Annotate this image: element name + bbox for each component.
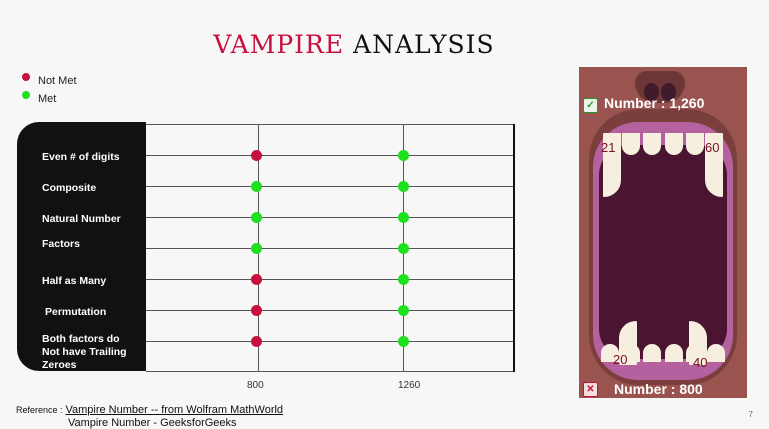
status-dot-not-met [251, 305, 262, 316]
legend: Not Met Met [22, 72, 77, 108]
status-dot-met [398, 181, 409, 192]
status-dot-met [251, 212, 262, 223]
criteria-label: Even # of digits [42, 151, 120, 163]
nose [635, 71, 685, 103]
status-dot-met [398, 243, 409, 254]
criteria-label: Both factors do Not have Trailing Zeroes [42, 333, 127, 371]
grid-line [146, 279, 514, 280]
status-dot-not-met [251, 274, 262, 285]
cross-icon: ✕ [583, 382, 598, 397]
grid-line [146, 310, 514, 311]
number-800-title: Number : 800 [614, 381, 703, 397]
criteria-label: Factors [42, 238, 80, 250]
x-tick-label: 1260 [398, 380, 421, 391]
reference-label: Reference : [16, 405, 63, 415]
grid-line [146, 186, 514, 187]
status-dot-met [398, 150, 409, 161]
title-word-vampire: VAMPIRE [213, 30, 345, 59]
status-dot-met [398, 336, 409, 347]
fang [603, 133, 621, 197]
factor-label: 40 [693, 355, 708, 370]
legend-label: Met [38, 93, 57, 105]
criteria-label: Permutation [45, 306, 107, 318]
reference: Reference : Vampire Number -- from Wolfr… [16, 404, 284, 429]
criteria-label: Natural Number [42, 213, 121, 225]
status-dot-met [251, 181, 262, 192]
not-met-dot-icon [22, 73, 30, 81]
status-dot-met [398, 305, 409, 316]
grid-line [146, 341, 514, 342]
legend-item-met: Met [22, 90, 77, 108]
title-word-analysis: ANALYSIS [353, 30, 495, 59]
page-number: 7 [748, 410, 753, 419]
grid-line [146, 124, 514, 125]
factor-label: 20 [613, 352, 628, 367]
factor-label: 21 [601, 140, 616, 155]
status-dot-met [398, 274, 409, 285]
grid-line [146, 371, 514, 372]
fang [689, 321, 707, 365]
factor-label: 60 [705, 140, 720, 155]
criteria-panel [17, 122, 146, 371]
criteria-label: Half as Many [42, 275, 107, 287]
met-dot-icon [22, 91, 30, 99]
chart-border [513, 124, 515, 372]
status-dot-met [398, 212, 409, 223]
status-dot-met [251, 243, 262, 254]
fang [705, 133, 723, 197]
reference-link-wolfram[interactable]: Vampire Number -- from Wolfram MathWorld [65, 404, 284, 416]
grid-line [146, 217, 514, 218]
number-1260-title: Number : 1,260 [604, 95, 705, 111]
grid-line [146, 248, 514, 249]
status-dot-not-met [251, 336, 262, 347]
page-title: VAMPIRE ANALYSIS [0, 30, 708, 59]
legend-item-not-met: Not Met [22, 72, 77, 90]
criteria-label: Composite [42, 182, 97, 194]
grid-line [146, 155, 514, 156]
legend-label: Not Met [38, 75, 77, 87]
fang [619, 321, 637, 365]
x-tick-label: 800 [247, 380, 264, 391]
vampire-mouth-illustration: ✓ Number : 1,260 21 60 20 40 ✕ Number : … [579, 67, 747, 398]
upper-teeth [601, 133, 725, 155]
check-icon: ✓ [583, 98, 598, 113]
status-dot-not-met [251, 150, 262, 161]
reference-link-geeksforgeeks[interactable]: Vampire Number - GeeksforGeeks [68, 417, 237, 429]
